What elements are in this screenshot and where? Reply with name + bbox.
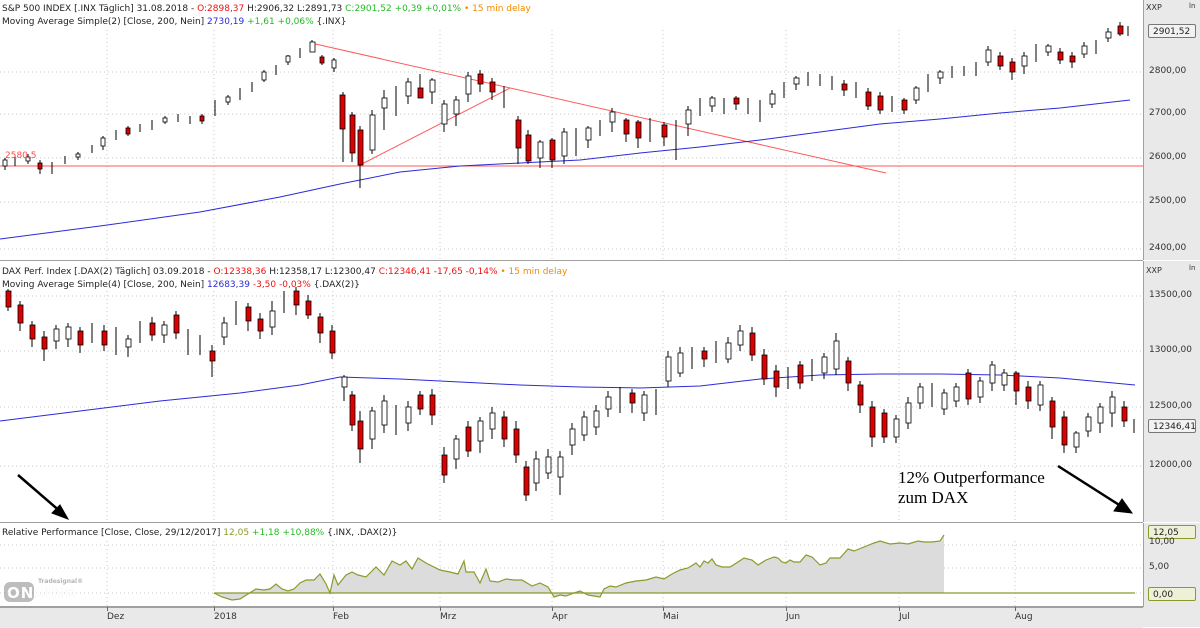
relperf-title: Relative Performance [Close, Close, 29/1… xyxy=(2,528,224,538)
xlabel-mrz: Mrz xyxy=(440,612,457,622)
xtick-mrz xyxy=(440,607,441,611)
relperf-ytick-10: 10,00 xyxy=(1149,537,1175,547)
relperf-zero-tag: 0,00 xyxy=(1148,587,1196,601)
dax-price-axis[interactable] xyxy=(1143,261,1200,522)
relperf-line xyxy=(213,534,945,601)
sp500-ytick-2500: 2500,00 xyxy=(1149,196,1187,206)
dax-log-scale-toggle[interactable]: ln xyxy=(1189,264,1196,272)
sp500-header-line1: S&P 500 INDEX [.INX Täglich] 31.08.2018 … xyxy=(2,3,531,15)
xtick-jun xyxy=(786,607,787,611)
logo-small-text: Tradesignal® xyxy=(38,578,84,585)
sp500-ytick-2400: 2400,00 xyxy=(1149,243,1187,253)
sp500-ma-change: +1,61 +0,06% xyxy=(244,17,314,27)
logo-big-text: online xyxy=(7,584,77,602)
sp500-open: O:2898,37 xyxy=(197,4,245,14)
dax-moving-average xyxy=(0,373,1136,422)
xlabel-jul: Jul xyxy=(899,612,910,622)
dax-header-line2: Moving Average Simple(4) [Close, 200, Ne… xyxy=(2,279,360,291)
sp500-title: S&P 500 INDEX [.INX Täglich] 31.08.2018 … xyxy=(2,4,198,14)
dax-axis-unit: XXP xyxy=(1146,266,1162,275)
xtick-apr xyxy=(552,607,553,611)
sp500-ma-value: 2730,19 xyxy=(207,17,245,27)
dax-ytick-12500: 12500,00 xyxy=(1149,401,1192,411)
xtick-feb xyxy=(333,607,334,611)
xtick-aug xyxy=(1015,607,1016,611)
relperf-ytick-5: 5,00 xyxy=(1149,562,1170,572)
xtick-mai xyxy=(663,607,664,611)
sp500-ma-title: Moving Average Simple(2) [Close, 200, Ne… xyxy=(2,17,208,27)
xlabel-mai: Mai xyxy=(663,612,679,622)
sp500-last-price-tag: 2901,52 xyxy=(1148,24,1196,38)
relperf-suffix: {.INX, .DAX(2)} xyxy=(324,528,398,538)
sp500-delay-badge: • 15 min delay xyxy=(461,4,531,14)
sp500-ytick-2800: 2800,00 xyxy=(1149,66,1187,76)
xlabel-aug: Aug xyxy=(1015,612,1033,622)
dax-pane[interactable] xyxy=(0,261,1143,523)
tradesignal-online-logo: Tradesignal® online xyxy=(4,578,84,604)
support-line-label: 2580,5 xyxy=(5,151,37,161)
sp500-log-scale-toggle[interactable]: ln xyxy=(1189,2,1196,10)
dax-ma-value: 12683,39 xyxy=(207,280,250,290)
sp500-pane[interactable] xyxy=(0,0,1143,261)
sp500-moving-average xyxy=(0,99,1131,240)
dax-title: DAX Perf. Index [.DAX(2) Täglich] 03.09.… xyxy=(2,267,214,277)
relperf-chart-canvas xyxy=(0,534,1143,606)
relperf-header: Relative Performance [Close, Close, 29/1… xyxy=(2,527,397,539)
logo-badge xyxy=(4,582,34,602)
relperf-last-value-tag: 12,05 xyxy=(1148,525,1196,539)
xtick-jul xyxy=(899,607,900,611)
sp500-header-line2: Moving Average Simple(2) [Close, 200, Ne… xyxy=(2,16,346,28)
xtick-dez xyxy=(107,607,108,611)
dax-chart-canvas xyxy=(0,287,1143,522)
xlabel-jun: Jun xyxy=(786,612,801,622)
dax-open: O:12338,36 xyxy=(213,267,267,277)
dax-delay-badge: • 15 min delay xyxy=(497,267,568,277)
up-trendline xyxy=(359,87,511,166)
outperformance-annotation: 12% Outperformance zum DAX xyxy=(898,468,1045,508)
dax-ma-change: -3,50 -0,03% xyxy=(249,280,311,290)
down-trendline xyxy=(310,42,887,174)
dax-high-low: H:12358,17 L:12300,47 xyxy=(266,267,379,277)
sp500-chart-canvas xyxy=(0,22,1143,260)
sp500-close-change: C:2901,52 +0,39 +0,01% xyxy=(345,4,462,14)
dax-header-line1: DAX Perf. Index [.DAX(2) Täglich] 03.09.… xyxy=(2,266,567,278)
xlabel-dez: Dez xyxy=(107,612,125,622)
xlabel-2018: 2018 xyxy=(214,612,237,622)
sp500-ytick-2700: 2700,00 xyxy=(1149,108,1187,118)
annotation-line1: 12% Outperformance xyxy=(898,468,1045,487)
dax-ma-title: Moving Average Simple(4) [Close, 200, Ne… xyxy=(2,280,208,290)
sp500-ytick-2600: 2600,00 xyxy=(1149,152,1187,162)
sp500-high-low: H:2906,32 L:2891,73 xyxy=(244,4,346,14)
time-axis[interactable] xyxy=(0,607,1143,628)
dax-close-change: C:12346,41 -17,65 -0,14% xyxy=(378,267,498,277)
dax-ytick-12000: 12000,00 xyxy=(1149,460,1192,470)
xtick-2018 xyxy=(214,607,215,611)
dax-ytick-13000: 13000,00 xyxy=(1149,345,1192,355)
annotation-line2: zum DAX xyxy=(898,488,969,507)
dax-ytick-13500: 13500,00 xyxy=(1149,290,1192,300)
sp500-candles xyxy=(4,22,1129,188)
relperf-area xyxy=(214,535,944,600)
sp500-price-axis[interactable] xyxy=(1143,0,1200,260)
xlabel-feb: Feb xyxy=(333,612,349,622)
relperf-value: 12,05 xyxy=(223,528,250,538)
axis-corner xyxy=(1143,607,1200,627)
sp500-axis-unit: XXP xyxy=(1146,3,1162,12)
dax-last-price-tag: 12346,41 xyxy=(1148,419,1196,433)
dax-ma-suffix: {.DAX(2)} xyxy=(310,280,360,290)
relperf-change: +1,18 +10,88% xyxy=(249,528,325,538)
annotation-arrows xyxy=(17,464,1134,520)
xlabel-apr: Apr xyxy=(552,612,568,622)
sp500-ma-suffix: {.INX} xyxy=(313,17,347,27)
